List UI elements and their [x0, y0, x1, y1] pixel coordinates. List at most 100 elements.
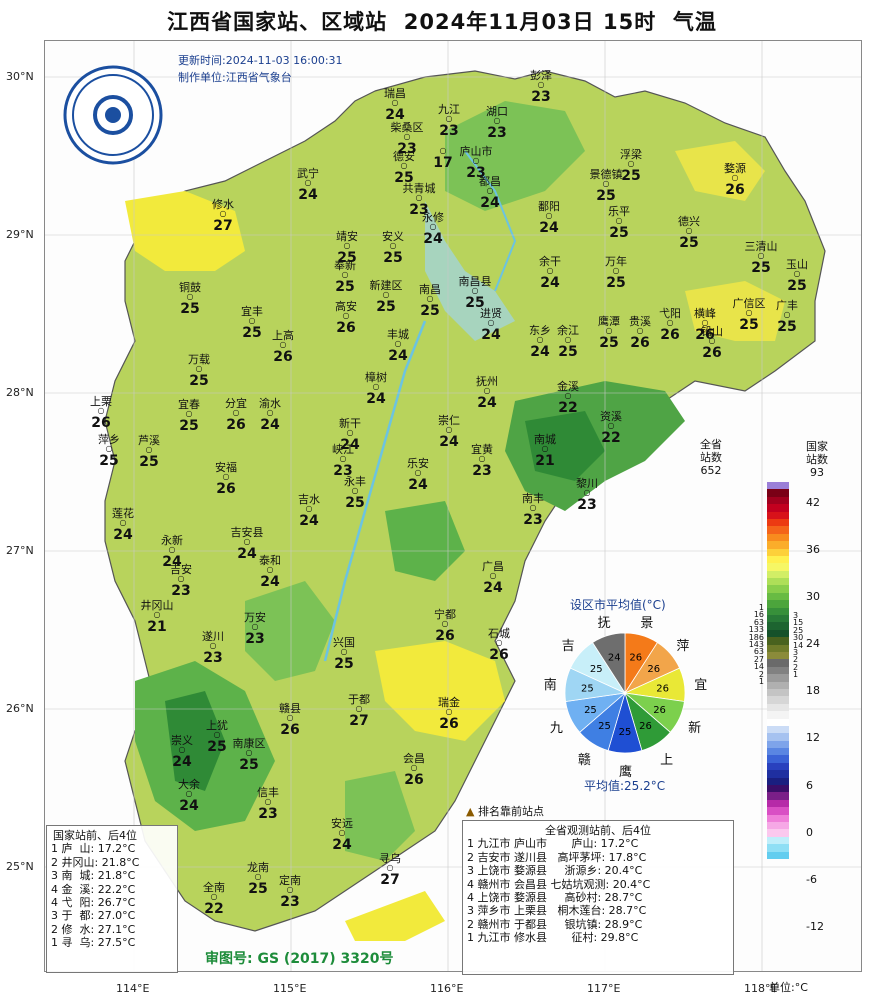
station-name: 靖安 — [336, 230, 358, 243]
scale-count-provincial: 63 — [753, 617, 764, 627]
station-marker: ○ — [243, 537, 251, 546]
station-name: 峡江 — [332, 443, 354, 456]
station-marker: ○ — [445, 114, 453, 123]
station-value: 24 — [477, 395, 497, 411]
scale-swatch — [767, 570, 789, 579]
color-scale — [767, 482, 789, 859]
pie-slice-value: 25 — [581, 684, 594, 695]
station-value: 22 — [601, 430, 621, 446]
scale-tick: 0 — [806, 826, 813, 839]
station-value: 25 — [679, 235, 699, 251]
scale-swatch — [767, 563, 789, 571]
station-marker: ○ — [483, 386, 491, 395]
pie-slice — [592, 632, 626, 695]
station-marker: ○ — [529, 503, 537, 512]
station-value: 25 — [777, 319, 797, 335]
national-label: 国家 站数 — [806, 440, 828, 466]
scale-swatch — [767, 674, 789, 682]
station-name: 九江 — [438, 103, 460, 116]
scale-count-national: 1 — [793, 670, 799, 680]
station-name: 丰城 — [387, 328, 409, 341]
scale-tick: 6 — [806, 779, 813, 792]
station-marker: ○ — [489, 571, 497, 580]
national-count: 国家 站数 93 — [806, 440, 828, 479]
all-rank-row: 1 九江市 庐山市 庐山: 17.2°C — [467, 837, 639, 851]
station-marker: ○ — [471, 286, 479, 295]
scale-swatch — [767, 615, 789, 623]
station-value: 24 — [423, 231, 443, 247]
scale-tick: 24 — [806, 637, 820, 650]
station-name: 安福 — [215, 461, 237, 474]
pie-slice-value: 26 — [647, 664, 660, 675]
station-value: 24 — [299, 513, 319, 529]
station-name: 修水 — [212, 198, 234, 211]
national-rank-row: 3 于 都: 27.0°C — [51, 909, 136, 923]
national-rank-row: 1 庐 山: 17.2°C — [51, 842, 136, 856]
station-marker: ○ — [168, 545, 176, 554]
pie-slice-value: 26 — [653, 705, 666, 716]
station-value: 24 — [540, 275, 560, 291]
all-rank-row: 1 九江市 修水县 征村: 29.8°C — [467, 931, 639, 945]
station-name: 永丰 — [344, 475, 366, 488]
scale-swatch — [767, 851, 789, 859]
station-marker: ○ — [304, 178, 312, 187]
station-value: 24 — [388, 348, 408, 364]
station-name: 进贤 — [480, 307, 502, 320]
scale-swatch — [767, 696, 789, 704]
station-value: 26 — [280, 722, 300, 738]
pie-slice-label: 萍 — [676, 639, 690, 655]
pie-average: 平均值:25.2°C — [584, 779, 666, 793]
station-name: 三清山 — [744, 240, 778, 253]
pie-slice-value: 25 — [590, 664, 603, 675]
station-value: 22 — [558, 400, 578, 416]
station-marker: ○ — [793, 269, 801, 278]
station-name: 湖口 — [486, 105, 508, 118]
station-value: 26 — [336, 320, 356, 336]
station-marker: ○ — [195, 364, 203, 373]
scale-swatch — [767, 844, 789, 852]
national-ranking-box: 国家站前、后4位 1 庐 山: 17.2°C 2 井冈山: 21.8°C 3 南 城… — [46, 825, 178, 973]
station-value: 25 — [599, 335, 619, 351]
station-value: 24 — [366, 391, 386, 407]
scale-tick: -6 — [806, 873, 817, 886]
station-value: 25 — [334, 656, 354, 672]
lon-label-117: 117°E — [587, 982, 621, 995]
station-marker: ○ — [445, 707, 453, 716]
station-name: 德安 — [393, 150, 415, 163]
station-marker: ○ — [545, 211, 553, 220]
station-marker: ○ — [731, 173, 739, 182]
station-marker: ○ — [441, 619, 449, 628]
station-marker: ○ — [222, 472, 230, 481]
lat-label-26: 26°N — [6, 702, 34, 715]
station-marker: ○ — [445, 425, 453, 434]
scale-tick: 18 — [806, 684, 820, 697]
station-name: 铜鼓 — [179, 281, 201, 294]
station-value: 25 — [207, 739, 227, 755]
provincial-total: 652 — [700, 464, 722, 477]
station-marker: ○ — [403, 132, 411, 141]
station-name: 芦溪 — [138, 434, 160, 447]
station-name: 都昌 — [479, 175, 501, 188]
station-value: 25 — [337, 250, 357, 266]
scale-count-national: 2 — [793, 655, 799, 665]
pie-slice-value: 24 — [608, 653, 621, 664]
station-marker: ○ — [185, 789, 193, 798]
station-value: 25 — [739, 317, 759, 333]
station-value: 21 — [535, 453, 555, 469]
station-marker: ○ — [636, 326, 644, 335]
station-value: 24 — [483, 580, 503, 596]
national-rank-row: 4 金 溪: 22.2°C — [51, 882, 136, 896]
station-name: 南昌 — [419, 283, 441, 296]
station-name: 柴桑区 — [390, 121, 424, 134]
station-marker: ○ — [666, 318, 674, 327]
station-name: 玉山 — [786, 258, 808, 271]
station-name: 庐山市 — [459, 145, 493, 158]
scale-swatch — [767, 496, 789, 505]
station-value: 24 — [260, 574, 280, 590]
station-marker: ○ — [493, 116, 501, 125]
scale-swatch — [767, 585, 789, 593]
national-rank-row: 2 修 水: 27.1°C — [51, 922, 136, 936]
station-name: 资溪 — [600, 410, 622, 423]
station-name: 崇义 — [171, 734, 193, 747]
station-value: 26 — [226, 417, 246, 433]
